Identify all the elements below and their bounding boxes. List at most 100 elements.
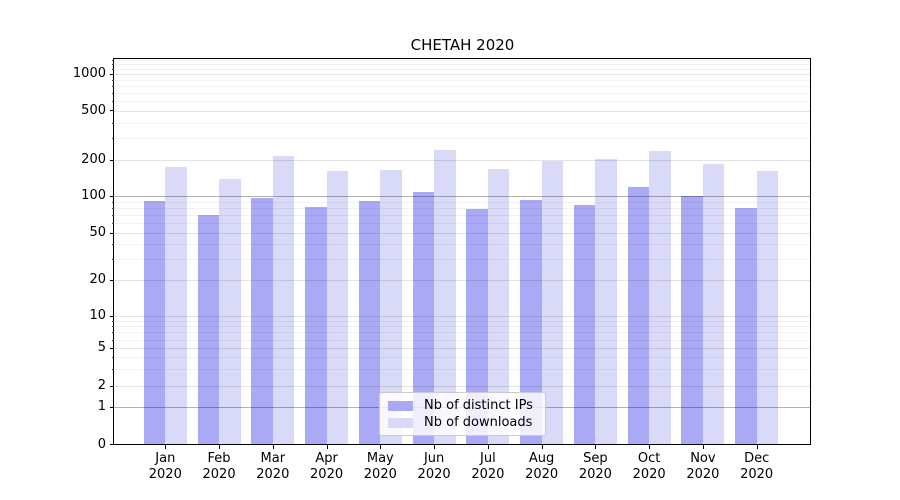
y-gridline-minor (114, 223, 810, 225)
bar-downloads (541, 161, 564, 445)
y-gridline-minor (114, 201, 810, 203)
bar-downloads (595, 159, 617, 445)
y-minor-tick-mark (111, 332, 114, 334)
y-tick-label: 0 (97, 436, 106, 452)
y-minor-tick-mark (111, 244, 114, 246)
y-tick-mark (109, 315, 114, 317)
y-tick-label: 20 (89, 272, 106, 287)
x-tick-label: Apr 2020 (310, 451, 344, 482)
chart-title: CHETAH 2020 (410, 36, 515, 54)
y-minor-tick-mark (111, 259, 114, 261)
legend-label-downloads: Nb of downloads (424, 415, 533, 430)
y-minor-tick-mark (111, 64, 114, 66)
y-gridline-minor (114, 215, 810, 217)
y-gridline-major (114, 160, 810, 161)
y-tick-mark (109, 73, 114, 75)
y-tick-label: 200 (81, 152, 106, 167)
y-gridline-minor (114, 339, 810, 341)
y-gridline-minor (114, 259, 810, 261)
x-tick-label: Dec 2020 (740, 451, 774, 482)
x-tick-label: Feb 2020 (202, 451, 236, 482)
y-gridline-minor (114, 92, 810, 94)
y-gridline-major (114, 316, 810, 317)
y-gridline-minor (114, 64, 810, 66)
x-tick-mark (326, 445, 328, 449)
bar-distinct-ips (197, 215, 220, 445)
legend-label-distinct-ips: Nb of distinct IPs (424, 398, 533, 413)
y-minor-tick-mark (111, 207, 114, 209)
bar-distinct-ips (358, 201, 381, 445)
y-tick-mark (109, 347, 114, 349)
y-tick-mark (109, 385, 114, 387)
y-tick-label: 50 (89, 225, 106, 240)
y-minor-tick-mark (111, 101, 114, 103)
y-tick-label: 100 (81, 188, 106, 203)
bar-downloads (702, 164, 725, 445)
y-minor-tick-mark (111, 320, 114, 322)
y-gridline-minor (114, 79, 810, 81)
x-tick-mark (649, 445, 651, 449)
y-minor-tick-mark (111, 339, 114, 341)
y-gridline-minor (114, 101, 810, 103)
y-tick-mark (109, 110, 114, 112)
y-gridline-minor (114, 357, 810, 359)
y-gridline-minor (114, 326, 810, 328)
y-tick-label: 10 (89, 308, 106, 323)
x-tick-mark (702, 445, 704, 449)
bar-distinct-ips (573, 204, 596, 445)
y-minor-tick-mark (111, 326, 114, 328)
x-tick-mark (595, 445, 597, 449)
y-tick-mark (109, 159, 114, 161)
legend-item-downloads: Nb of downloads (388, 415, 537, 430)
x-tick-label: May 2020 (363, 451, 397, 482)
y-minor-tick-mark (111, 68, 114, 70)
y-minor-tick-mark (111, 223, 114, 225)
y-minor-tick-mark (111, 79, 114, 81)
y-minor-tick-mark (111, 85, 114, 87)
legend-item-distinct-ips: Nb of distinct IPs (388, 398, 537, 413)
y-tick-label: 500 (81, 102, 106, 118)
bar-downloads (326, 170, 349, 445)
x-tick-label: Jan 2020 (148, 451, 182, 482)
x-tick-mark (272, 445, 274, 449)
bar-distinct-ips (251, 197, 273, 445)
x-tick-label: Sep 2020 (578, 451, 612, 482)
legend-box: Nb of distinct IPs Nb of downloads (379, 392, 546, 436)
x-tick-mark (541, 445, 543, 449)
y-gridline-minor (114, 207, 810, 209)
y-gridline-minor (114, 122, 810, 124)
legend-swatch-downloads (388, 417, 413, 428)
y-minor-tick-mark (111, 122, 114, 124)
y-gridline-major (114, 74, 810, 75)
bar-downloads (219, 178, 241, 445)
x-tick-label: Oct 2020 (632, 451, 666, 482)
bar-downloads (649, 150, 671, 445)
x-tick-label: Aug 2020 (525, 451, 559, 482)
y-gridline-minor (114, 320, 810, 322)
y-gridline-minor (114, 332, 810, 334)
bar-downloads (165, 166, 187, 445)
x-tick-mark (165, 445, 167, 449)
y-tick-label: 5 (97, 340, 106, 355)
bar-distinct-ips (681, 196, 703, 445)
bar-downloads (756, 170, 779, 445)
y-gridline-minor (114, 68, 810, 70)
x-tick-label: Nov 2020 (686, 451, 720, 482)
bar-distinct-ips (143, 201, 166, 445)
y-gridline-minor (114, 60, 810, 62)
y-tick-mark (109, 406, 114, 408)
y-minor-tick-mark (111, 215, 114, 217)
y-minor-tick-mark (111, 201, 114, 203)
y-minor-tick-mark (111, 92, 114, 94)
y-tick-label: 1 (97, 399, 106, 414)
x-tick-label: Mar 2020 (256, 451, 290, 482)
x-tick-label: Jun 2020 (417, 451, 451, 482)
y-tick-label: 1000 (72, 66, 106, 81)
y-tick-mark (109, 195, 114, 197)
y-gridline-minor (114, 244, 810, 246)
bar-distinct-ips (735, 207, 757, 445)
y-gridline-major (114, 110, 810, 112)
y-minor-tick-mark (111, 357, 114, 359)
y-gridline-major (114, 280, 810, 281)
